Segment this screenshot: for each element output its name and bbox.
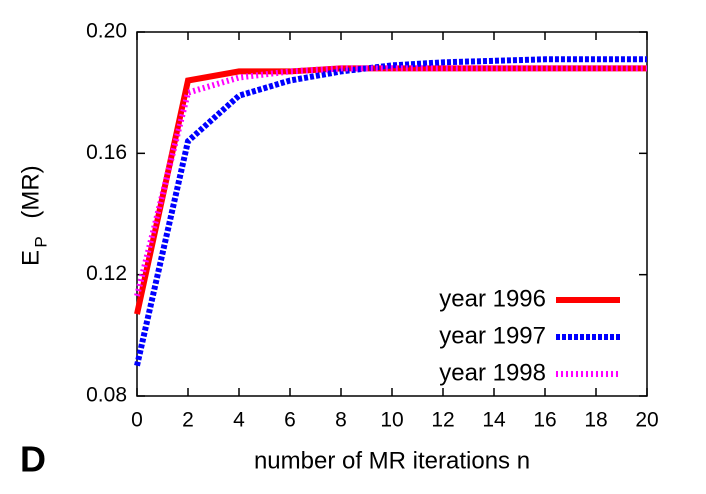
x-axis-label: number of MR iterations n xyxy=(254,447,530,474)
x-tick-label: 16 xyxy=(533,409,556,432)
y-label-unit: (MR) xyxy=(17,165,44,218)
x-tick-label: 14 xyxy=(482,409,506,432)
x-tick-label: 8 xyxy=(335,409,347,432)
y-tick-label: 0.08 xyxy=(86,384,127,407)
x-tick-label: 12 xyxy=(431,409,454,432)
series-line xyxy=(134,56,647,367)
x-tick-label: 18 xyxy=(584,409,607,432)
y-label-sub: P xyxy=(31,236,50,247)
x-tick-label: 10 xyxy=(380,409,403,432)
x-tick-label: 0 xyxy=(131,409,143,432)
series-line xyxy=(134,65,647,315)
y-tick-label: 0.20 xyxy=(86,20,127,43)
series-line xyxy=(134,65,647,297)
x-tick-label: 6 xyxy=(284,409,296,432)
panel-label: D xyxy=(20,439,46,480)
x-tick-label: 20 xyxy=(635,409,658,432)
y-label-main: E xyxy=(17,250,44,266)
y-tick-label: 0.12 xyxy=(86,262,127,285)
x-tick-label: 4 xyxy=(233,409,245,432)
legend-label: year 1997 xyxy=(439,322,546,349)
x-tick-label: 2 xyxy=(182,409,194,432)
legend-label: year 1998 xyxy=(439,359,546,386)
legend-label: year 1996 xyxy=(439,285,546,312)
y-axis-label: E P (MR) xyxy=(17,165,50,266)
y-tick-label: 0.16 xyxy=(86,141,127,164)
